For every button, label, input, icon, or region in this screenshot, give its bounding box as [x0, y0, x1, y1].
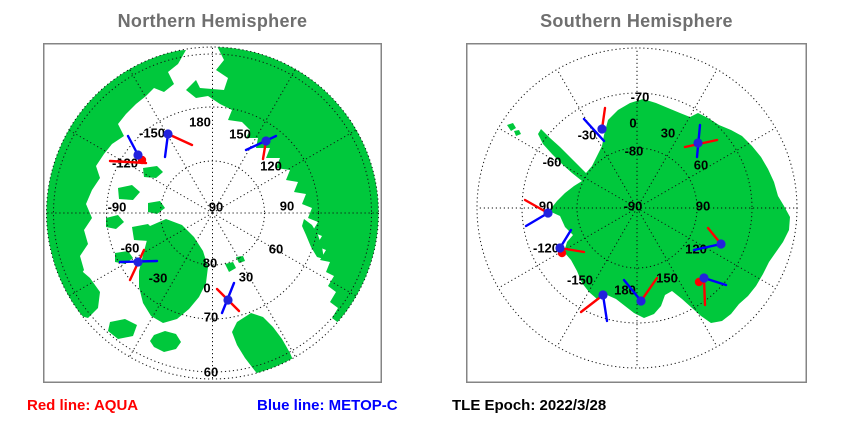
graticule-meridian	[636, 207, 718, 347]
satellite-dot	[636, 296, 646, 306]
satellite-dot	[543, 208, 553, 218]
southern-hemisphere-title: Southern Hemisphere	[540, 11, 733, 31]
satellite-dot	[261, 136, 271, 146]
land-shape	[163, 237, 177, 248]
graticule-meridian	[556, 207, 638, 347]
longitude-label: 90	[696, 199, 710, 214]
latitude-label: 60	[204, 365, 218, 380]
latitude-label: 70	[204, 310, 218, 325]
latitude-label: 80	[203, 256, 217, 271]
land-layer	[46, 47, 379, 379]
land-shape	[118, 185, 140, 200]
longitude-label: 120	[260, 159, 282, 174]
satellite-dot	[163, 129, 173, 139]
graticule-latitude-ring	[106, 106, 319, 320]
latitude-label: -90	[624, 199, 643, 214]
land-shape	[106, 215, 124, 229]
latitude-label: 90	[209, 200, 223, 215]
longitude-label: 0	[629, 116, 636, 131]
longitude-label: 90	[280, 199, 294, 214]
land-shape	[302, 219, 324, 259]
satellite-dot	[716, 239, 726, 249]
land-shape	[236, 256, 245, 263]
land-shape	[132, 224, 156, 241]
graticule-latitude-ring	[476, 47, 798, 369]
longitude-label: -60	[543, 155, 562, 170]
legend-aqua: Red line: AQUA	[27, 397, 139, 414]
land-shape	[148, 201, 165, 214]
satellite-dot	[693, 138, 703, 148]
longitude-label: -90	[108, 200, 127, 215]
map-frame	[466, 43, 807, 383]
satellite-dot	[555, 243, 565, 253]
longitude-label: 60	[269, 242, 283, 257]
south-map: 0306090120150180-150-120-90-60-30-60-70-…	[466, 43, 807, 383]
longitude-label: 0	[203, 281, 210, 296]
legend-metopc: Blue line: METOP-C	[257, 397, 398, 414]
latitude-label: -60	[628, 43, 647, 47]
longitude-label: -60	[121, 241, 140, 256]
land-shape	[514, 130, 521, 136]
land-shape	[46, 50, 186, 314]
longitude-label: 60	[694, 158, 708, 173]
satellite-dot	[699, 273, 709, 283]
latitude-label: -70	[631, 90, 650, 105]
longitude-label: -120	[533, 241, 559, 256]
tle-epoch-label: TLE Epoch: 2022/3/28	[452, 397, 607, 414]
satellite-dot	[597, 124, 607, 134]
land-shape	[538, 99, 790, 323]
metopc-track-line	[692, 242, 723, 252]
graticule-meridian	[636, 69, 718, 209]
land-shape	[507, 123, 516, 131]
longitude-label: 30	[239, 270, 253, 285]
longitude-label: 30	[661, 126, 675, 141]
graticule-meridian	[636, 127, 776, 209]
land-shape	[150, 331, 181, 352]
graticule-latitude-ring	[46, 46, 379, 380]
map-frame	[43, 43, 382, 383]
graticule-meridian	[498, 207, 638, 289]
satellite-dot	[133, 257, 143, 267]
aqua-track-line	[639, 276, 659, 303]
longitude-label: 150	[656, 271, 678, 286]
land-shape	[186, 47, 379, 379]
longitude-label: -30	[149, 271, 168, 286]
longitude-label: -150	[139, 126, 165, 141]
graticule-meridian	[498, 127, 638, 209]
longitude-label: -150	[567, 273, 593, 288]
graticule-latitude-ring	[53, 53, 372, 373]
land-shape	[52, 258, 100, 318]
longitude-label: 180	[189, 115, 211, 130]
longitude-label: -30	[578, 128, 597, 143]
graticule-latitude-ring	[521, 92, 753, 324]
satellite-dot	[223, 295, 233, 305]
metopc-track-line	[582, 117, 606, 143]
land-shape	[143, 166, 163, 178]
longitude-label: 150	[229, 127, 251, 142]
northern-hemisphere-title: Northern Hemisphere	[117, 11, 308, 31]
satellite-dot	[598, 290, 608, 300]
satellite-dot	[133, 150, 143, 160]
graticule-meridian	[556, 69, 638, 209]
land-shape	[108, 319, 137, 339]
latitude-label: -80	[625, 144, 644, 159]
metopc-track-line	[244, 134, 278, 152]
land-shape	[225, 262, 236, 272]
aqua-track-line	[579, 293, 605, 314]
north-map: 0306090120150180-150-120-90-60-309080706…	[43, 43, 382, 383]
aqua-track-line	[108, 159, 148, 165]
